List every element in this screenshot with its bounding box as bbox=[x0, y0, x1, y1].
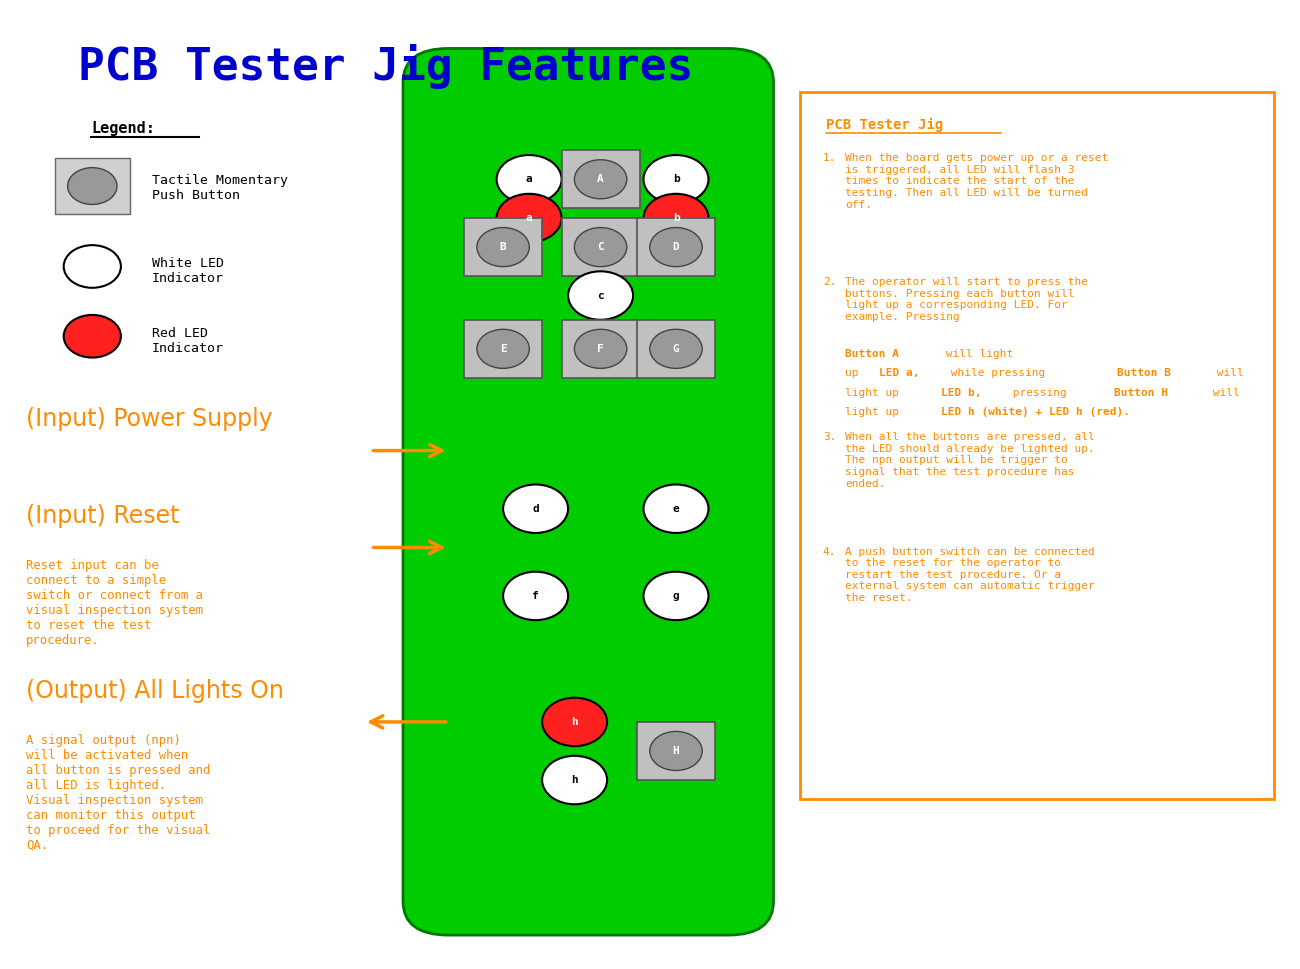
Text: Button A: Button A bbox=[845, 349, 900, 359]
FancyBboxPatch shape bbox=[637, 218, 715, 276]
Text: up: up bbox=[845, 368, 866, 378]
Text: d: d bbox=[532, 504, 539, 514]
Circle shape bbox=[644, 484, 708, 533]
Text: will: will bbox=[1210, 368, 1244, 378]
Circle shape bbox=[644, 194, 708, 242]
Circle shape bbox=[497, 155, 562, 203]
Text: Legend:: Legend: bbox=[91, 121, 155, 136]
Text: A signal output (npn)
will be activated when
all button is pressed and
all LED i: A signal output (npn) will be activated … bbox=[26, 734, 211, 852]
Text: LED a,: LED a, bbox=[879, 368, 919, 378]
Text: Red LED
Indicator: Red LED Indicator bbox=[152, 327, 224, 355]
Text: a: a bbox=[525, 213, 533, 223]
Circle shape bbox=[503, 484, 568, 533]
Text: Reset input can be
connect to a simple
switch or connect from a
visual inspectio: Reset input can be connect to a simple s… bbox=[26, 559, 203, 647]
Text: PCB Tester Jig: PCB Tester Jig bbox=[826, 118, 942, 133]
Circle shape bbox=[503, 572, 568, 620]
Text: will: will bbox=[1206, 388, 1240, 397]
FancyBboxPatch shape bbox=[800, 92, 1274, 799]
Text: White LED
Indicator: White LED Indicator bbox=[152, 257, 224, 285]
Text: F: F bbox=[597, 344, 604, 354]
Text: (Output) All Lights On: (Output) All Lights On bbox=[26, 678, 283, 703]
Circle shape bbox=[650, 732, 702, 770]
Circle shape bbox=[542, 756, 607, 804]
Circle shape bbox=[477, 329, 529, 368]
Text: h: h bbox=[571, 775, 578, 785]
Text: When the board gets power up or a reset
is triggered, all LED will flash 3
times: When the board gets power up or a reset … bbox=[845, 153, 1108, 209]
Circle shape bbox=[650, 329, 702, 368]
Text: (Input) Reset: (Input) Reset bbox=[26, 504, 179, 528]
FancyBboxPatch shape bbox=[562, 320, 640, 378]
Text: LED h (white) + LED h (red).: LED h (white) + LED h (red). bbox=[941, 407, 1130, 417]
Text: pressing: pressing bbox=[1006, 388, 1074, 397]
Text: Button B: Button B bbox=[1117, 368, 1171, 378]
Text: (Input) Power Supply: (Input) Power Supply bbox=[26, 407, 273, 431]
Text: C: C bbox=[597, 242, 604, 252]
Text: c: c bbox=[597, 291, 604, 300]
Text: The operator will start to press the
buttons. Pressing each button will
light up: The operator will start to press the but… bbox=[845, 277, 1088, 322]
Text: while pressing: while pressing bbox=[944, 368, 1052, 378]
Text: 4.: 4. bbox=[823, 547, 836, 556]
Circle shape bbox=[575, 228, 627, 266]
Circle shape bbox=[650, 228, 702, 266]
FancyBboxPatch shape bbox=[55, 158, 130, 214]
Text: b: b bbox=[672, 174, 680, 184]
FancyBboxPatch shape bbox=[464, 320, 542, 378]
Text: 1.: 1. bbox=[823, 153, 836, 163]
FancyBboxPatch shape bbox=[637, 320, 715, 378]
Circle shape bbox=[542, 698, 607, 746]
Circle shape bbox=[644, 572, 708, 620]
Circle shape bbox=[64, 315, 121, 358]
Text: G: G bbox=[672, 344, 680, 354]
Text: h: h bbox=[571, 717, 578, 727]
Text: Button H: Button H bbox=[1114, 388, 1169, 397]
FancyBboxPatch shape bbox=[637, 722, 715, 780]
Text: LED b,: LED b, bbox=[941, 388, 982, 397]
Text: light up: light up bbox=[845, 388, 906, 397]
Text: B: B bbox=[499, 242, 507, 252]
Text: When all the buttons are pressed, all
the LED should already be lighted up.
The : When all the buttons are pressed, all th… bbox=[845, 432, 1095, 488]
Text: a: a bbox=[525, 174, 533, 184]
Text: e: e bbox=[672, 504, 680, 514]
Text: A push button switch can be connected
to the reset for the operator to
restart t: A push button switch can be connected to… bbox=[845, 547, 1095, 603]
FancyBboxPatch shape bbox=[464, 218, 542, 276]
Circle shape bbox=[568, 271, 633, 320]
Circle shape bbox=[575, 329, 627, 368]
Text: PCB Tester Jig Features: PCB Tester Jig Features bbox=[78, 44, 693, 88]
Text: f: f bbox=[532, 591, 539, 601]
Circle shape bbox=[64, 245, 121, 288]
FancyBboxPatch shape bbox=[562, 218, 640, 276]
Circle shape bbox=[497, 194, 562, 242]
Circle shape bbox=[477, 228, 529, 266]
Text: will light: will light bbox=[939, 349, 1013, 359]
Text: H: H bbox=[672, 746, 680, 756]
Text: A: A bbox=[597, 174, 604, 184]
Circle shape bbox=[68, 168, 117, 204]
Text: 3.: 3. bbox=[823, 432, 836, 442]
Text: E: E bbox=[499, 344, 507, 354]
FancyBboxPatch shape bbox=[403, 48, 774, 935]
Text: light up: light up bbox=[845, 407, 906, 417]
Text: g: g bbox=[672, 591, 680, 601]
FancyBboxPatch shape bbox=[562, 150, 640, 208]
Text: 2.: 2. bbox=[823, 277, 836, 287]
Text: Tactile Momentary
Push Button: Tactile Momentary Push Button bbox=[152, 174, 289, 203]
Circle shape bbox=[575, 160, 627, 199]
Text: b: b bbox=[672, 213, 680, 223]
Text: D: D bbox=[672, 242, 680, 252]
Circle shape bbox=[644, 155, 708, 203]
